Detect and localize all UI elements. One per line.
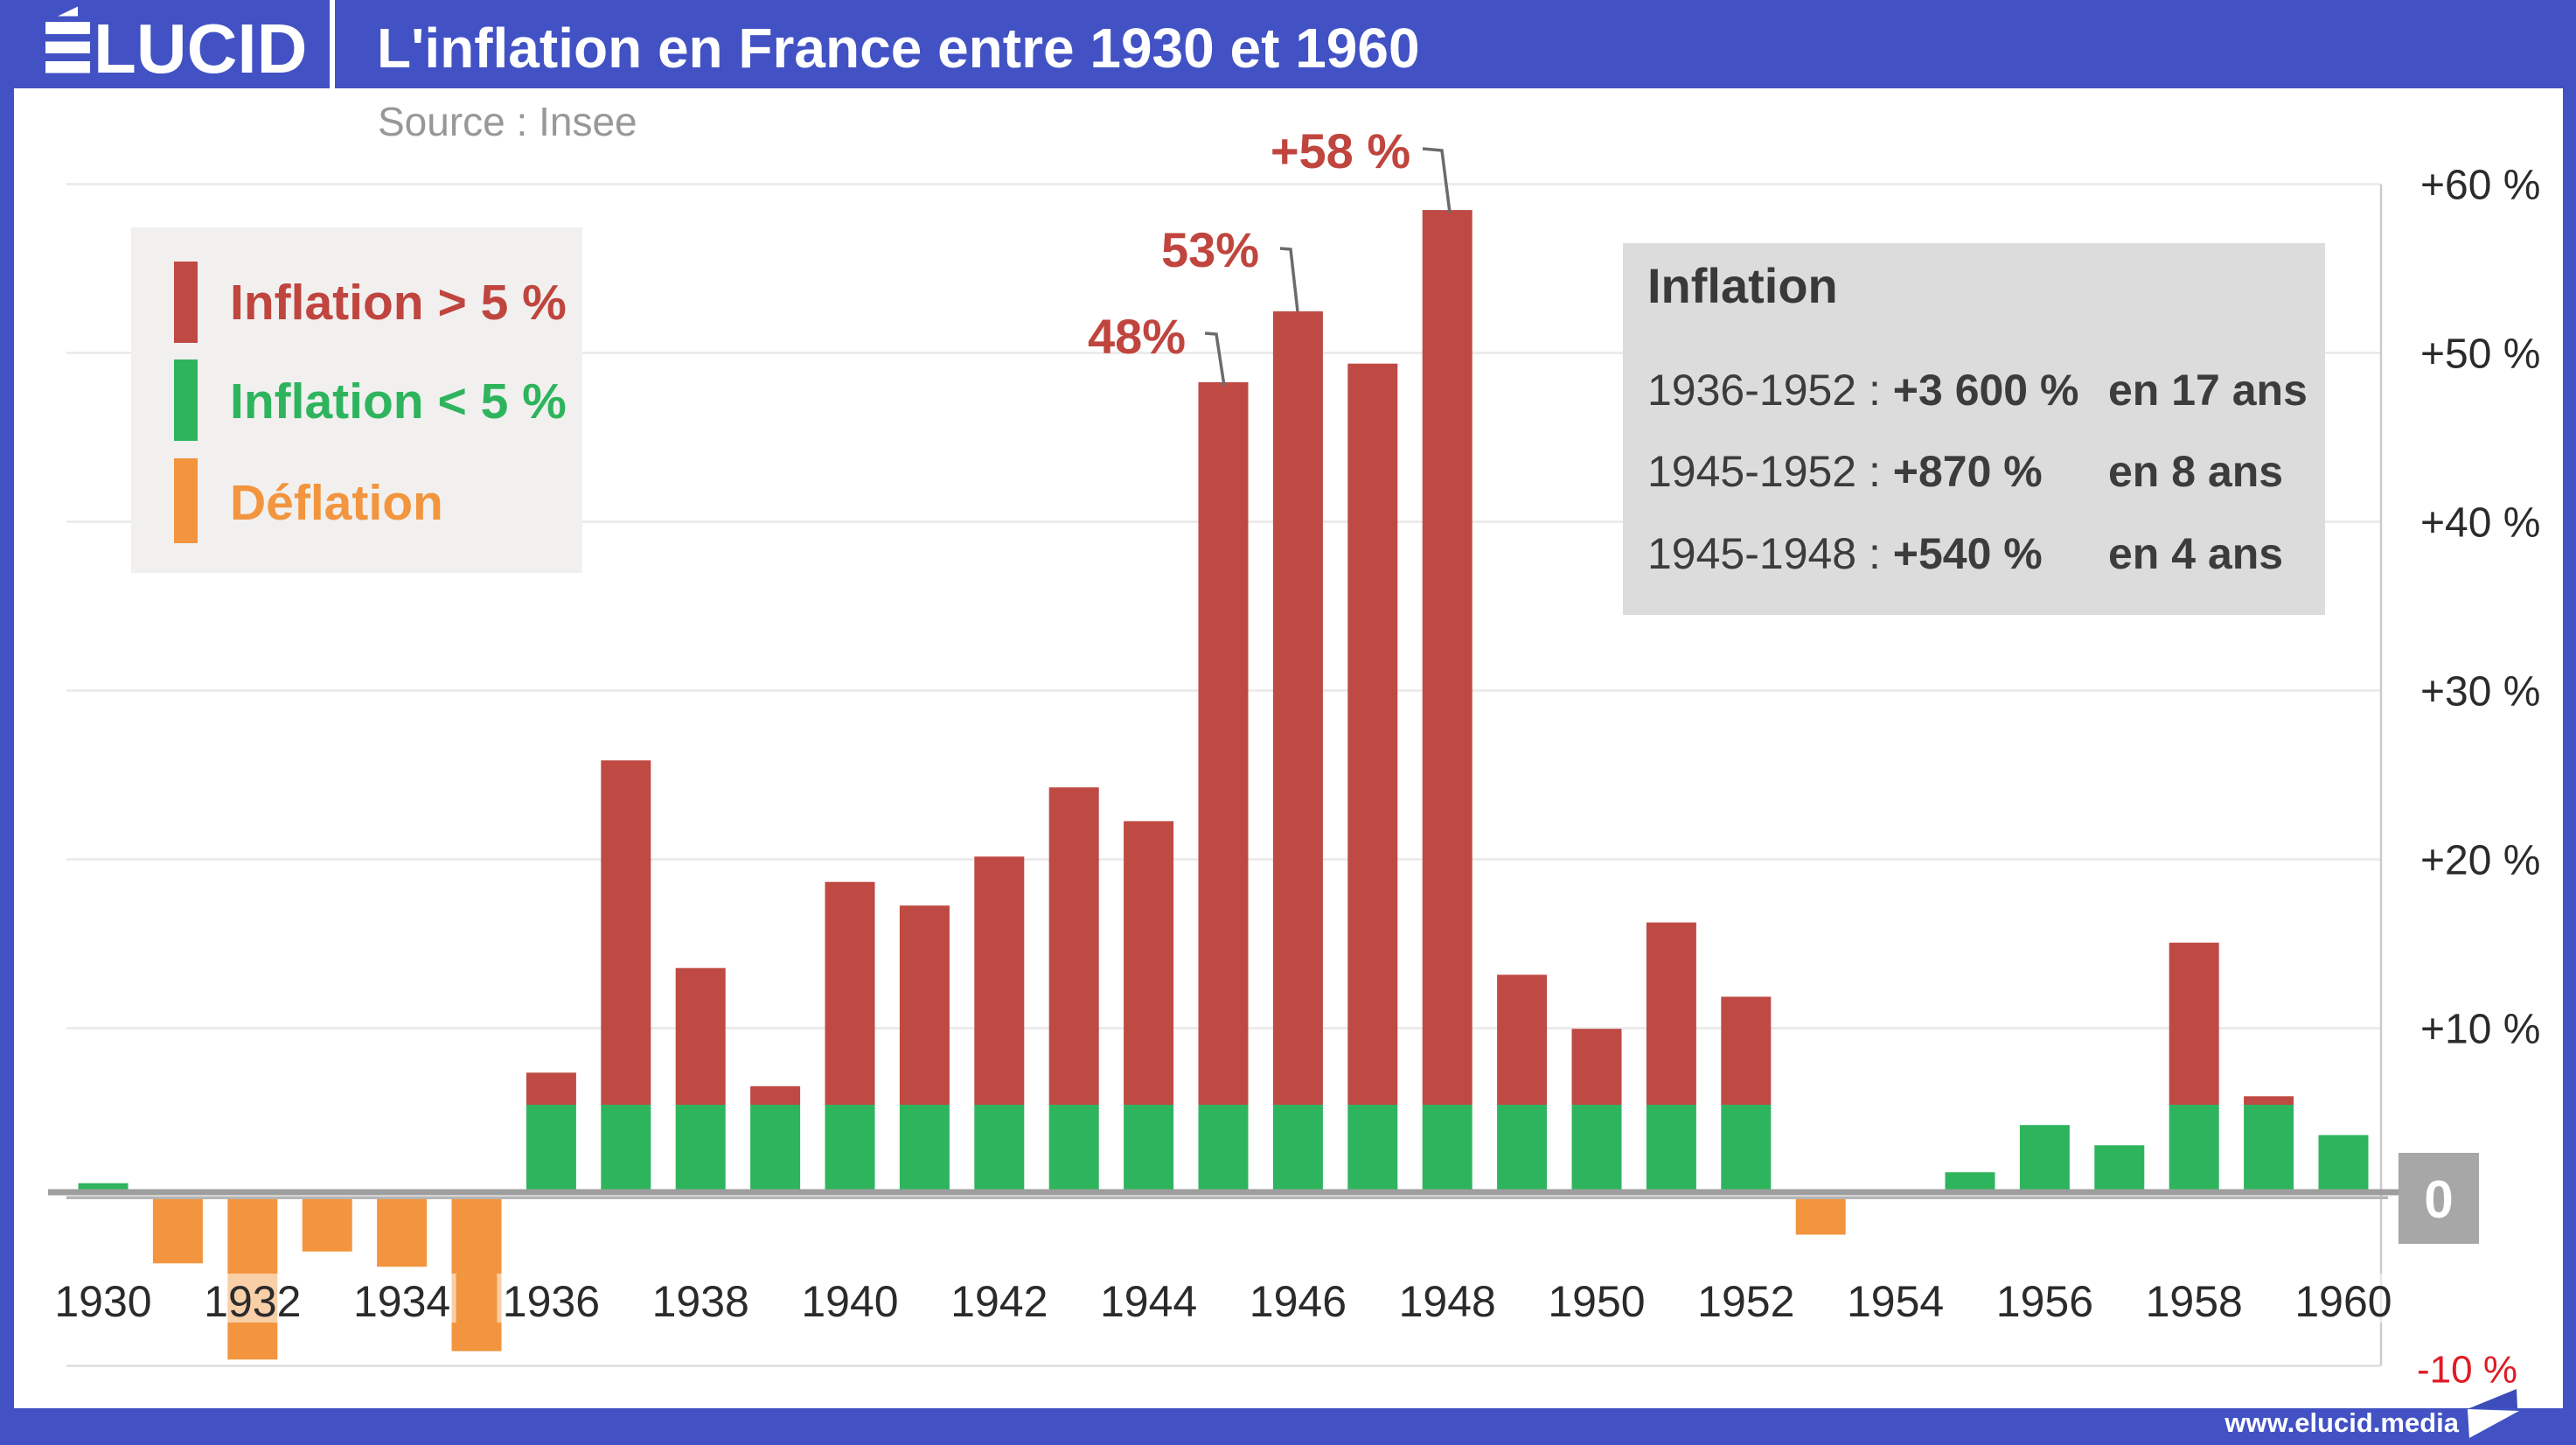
svg-text:www.elucid.media: www.elucid.media	[2224, 1407, 2459, 1438]
svg-text:en 4 ans: en 4 ans	[2108, 529, 2283, 578]
svg-text:1944: 1944	[1100, 1277, 1197, 1326]
svg-text:1936-1952 : +3 600 %: 1936-1952 : +3 600 %	[1647, 366, 2078, 415]
svg-text:+20 %: +20 %	[2420, 838, 2540, 884]
svg-text:1952: 1952	[1697, 1277, 1794, 1326]
svg-text:48%: 48%	[1088, 309, 1186, 364]
svg-text:1938: 1938	[652, 1277, 749, 1326]
svg-text:-10 %: -10 %	[2417, 1349, 2517, 1392]
svg-text:1930: 1930	[54, 1277, 151, 1326]
svg-text:L'inflation en France entre 19: L'inflation en France entre 1930 et 1960	[377, 17, 1420, 80]
svg-text:1934: 1934	[353, 1277, 450, 1326]
svg-text:1954: 1954	[1847, 1277, 1944, 1326]
svg-text:Inflation: Inflation	[1647, 258, 1838, 313]
svg-text:1942: 1942	[950, 1277, 1048, 1326]
svg-text:+40 %: +40 %	[2420, 500, 2540, 547]
svg-text:+58 %: +58 %	[1271, 123, 1410, 178]
svg-text:1946: 1946	[1250, 1277, 1347, 1326]
svg-text:1960: 1960	[2294, 1277, 2392, 1326]
svg-text:+10 %: +10 %	[2420, 1007, 2540, 1053]
svg-text:53%: 53%	[1161, 222, 1259, 277]
svg-text:1948: 1948	[1399, 1277, 1496, 1326]
svg-text:1945-1948 : +540 %: 1945-1948 : +540 %	[1647, 529, 2043, 578]
svg-text:1932: 1932	[204, 1277, 301, 1326]
svg-text:1958: 1958	[2146, 1277, 2243, 1326]
svg-text:1950: 1950	[1548, 1277, 1645, 1326]
svg-text:+60 %: +60 %	[2420, 163, 2540, 209]
svg-text:+50 %: +50 %	[2420, 332, 2540, 378]
svg-text:+30 %: +30 %	[2420, 669, 2540, 716]
svg-text:1940: 1940	[801, 1277, 898, 1326]
svg-text:1945-1952 : +870 %: 1945-1952 : +870 %	[1647, 447, 2043, 496]
svg-text:en 17 ans: en 17 ans	[2108, 366, 2308, 415]
svg-text:LUCID: LUCID	[94, 10, 307, 87]
svg-text:1936: 1936	[503, 1277, 600, 1326]
svg-text:Source : Insee: Source : Insee	[378, 99, 637, 144]
svg-text:Inflation > 5 %: Inflation > 5 %	[230, 275, 567, 331]
svg-text:en 8 ans: en 8 ans	[2108, 447, 2283, 496]
svg-text:Inflation < 5 %: Inflation < 5 %	[230, 373, 567, 429]
svg-text:1956: 1956	[1996, 1277, 2093, 1326]
svg-text:0: 0	[2424, 1170, 2453, 1229]
svg-text:Déflation: Déflation	[230, 475, 443, 531]
